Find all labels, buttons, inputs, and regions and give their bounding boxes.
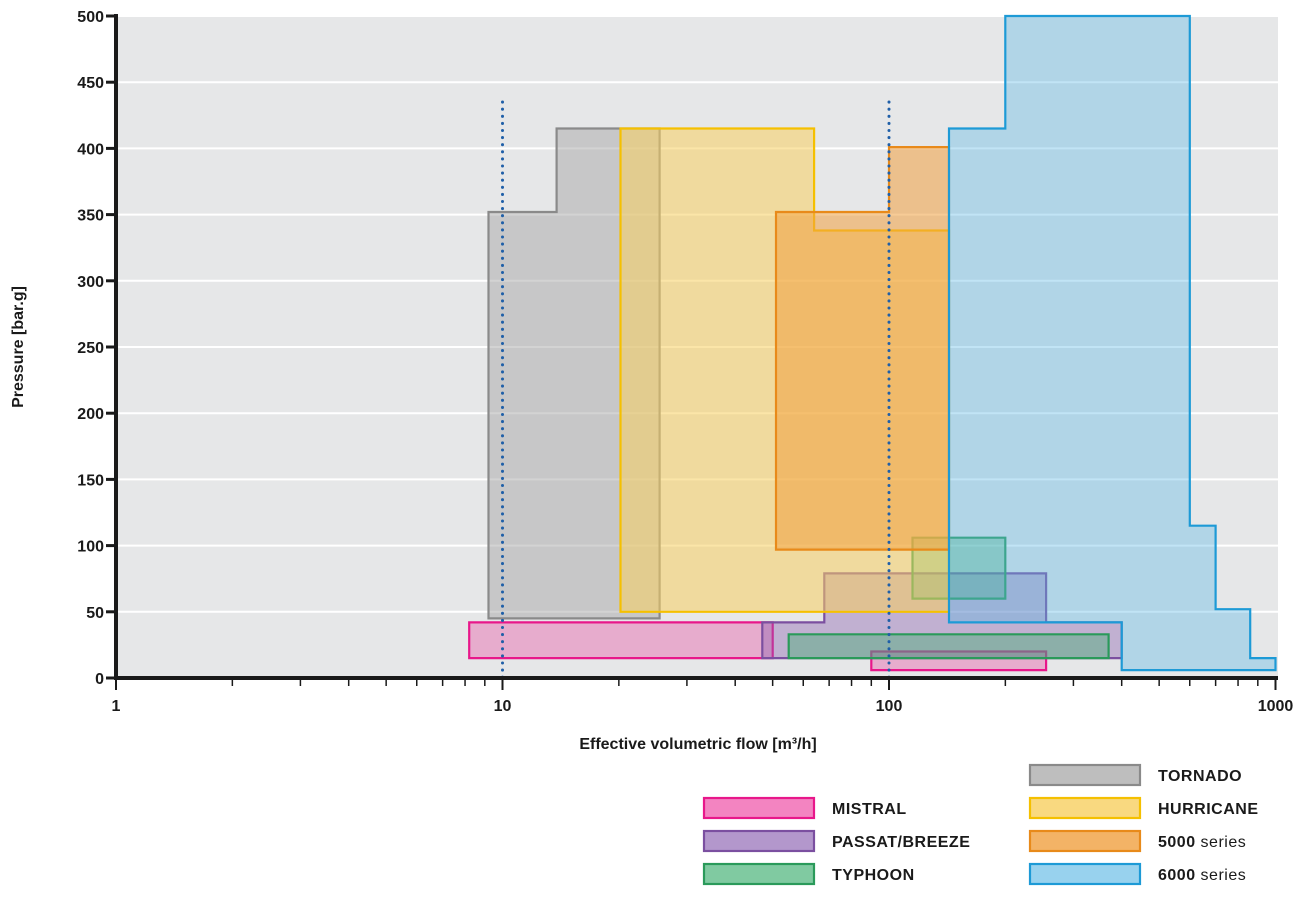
legend-item-hurricane: HURRICANE	[1028, 796, 1259, 820]
legend-label-typhoon: TYPHOON	[832, 867, 915, 884]
y-tick-label-400: 400	[77, 141, 104, 158]
y-tick-label-350: 350	[77, 208, 104, 225]
legend-swatch-hurricane	[1028, 796, 1142, 820]
legend-item-mistral: MISTRAL	[702, 796, 907, 820]
legend-label-6000: 6000 series	[1158, 867, 1246, 884]
legend-swatch-6000	[1028, 862, 1142, 886]
legend-item-typhoon: TYPHOON	[702, 862, 915, 886]
area-typhoon-0	[787, 633, 1110, 660]
x-axis-title: Effective volumetric flow [m³/h]	[579, 736, 816, 753]
area-tornado-0	[487, 127, 661, 620]
series-areas	[468, 14, 1277, 672]
legend-label-tornado: TORNADO	[1158, 768, 1242, 785]
axes	[114, 14, 1278, 690]
x-tick-labels: 1 10 100 1000	[112, 698, 1293, 715]
legend-label-mistral: MISTRAL	[832, 801, 907, 818]
legend-item-passat-breeze: PASSAT/BREEZE	[702, 829, 970, 853]
legend-label-hurricane: HURRICANE	[1158, 801, 1259, 818]
y-tick-label-500: 500	[77, 9, 104, 26]
legend-swatch-passat-breeze	[702, 829, 816, 853]
y-tick-label-50: 50	[86, 605, 104, 622]
legend: TORNADO MISTRAL HURRICANE PASSAT/BREEZE 5000…	[702, 763, 1259, 886]
legend-swatch-typhoon	[702, 862, 816, 886]
legend-item-5000: 5000 series	[1028, 829, 1246, 853]
y-tick-label-450: 450	[77, 75, 104, 92]
y-tick-labels: 0 50 100 150 200 250 300 350 400 450 500	[77, 9, 104, 688]
area-6000-0	[947, 14, 1277, 672]
y-tick-label-300: 300	[77, 274, 104, 291]
legend-swatch-tornado	[1028, 763, 1142, 787]
y-axis-title: Pressure [bar.g]	[10, 286, 27, 408]
y-tick-label-0: 0	[95, 671, 104, 688]
y-tick-label-100: 100	[77, 539, 104, 556]
legend-item-tornado: TORNADO	[1028, 763, 1242, 787]
legend-swatch-5000	[1028, 829, 1142, 853]
legend-swatch-mistral	[702, 796, 816, 820]
legend-item-6000: 6000 series	[1028, 862, 1246, 886]
y-tick-label-150: 150	[77, 472, 104, 489]
y-tick-label-250: 250	[77, 340, 104, 357]
x-tick-label-10: 10	[494, 698, 512, 715]
x-tick-label-100: 100	[876, 698, 903, 715]
x-tick-label-1000: 1000	[1258, 698, 1293, 715]
legend-label-passat-breeze: PASSAT/BREEZE	[832, 834, 970, 851]
area-mistral-0	[468, 621, 774, 660]
legend-label-5000: 5000 series	[1158, 834, 1246, 851]
x-tick-label-1: 1	[112, 698, 121, 715]
y-tick-label-200: 200	[77, 406, 104, 423]
